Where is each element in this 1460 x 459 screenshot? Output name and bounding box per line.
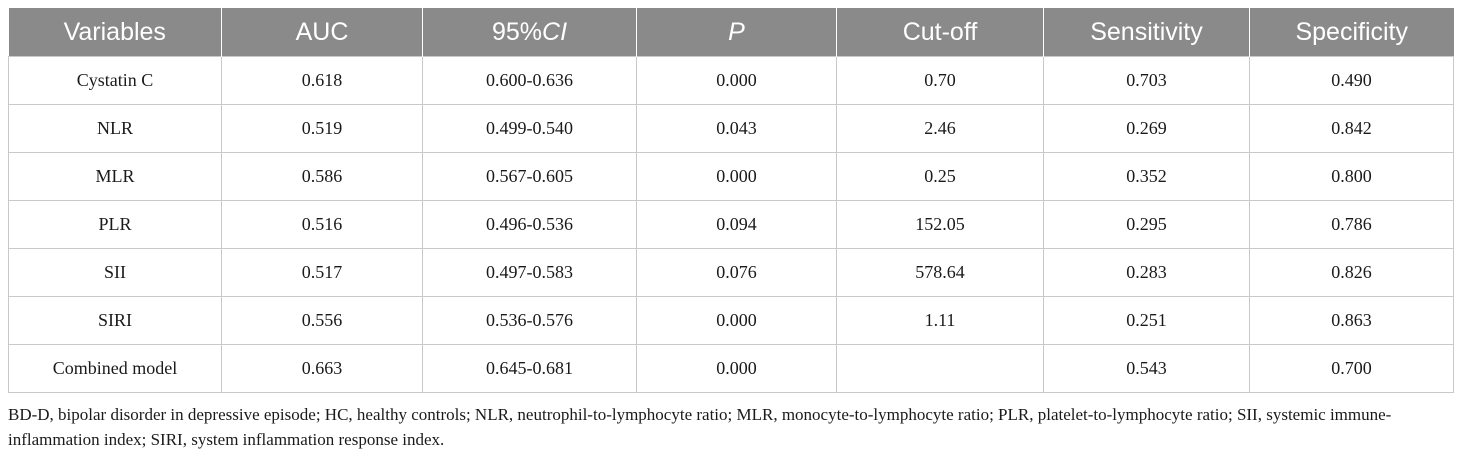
table-row: Combined model 0.663 0.645-0.681 0.000 0.543…: [8, 344, 1454, 393]
header-cutoff: Cut-off: [836, 8, 1044, 57]
cell-specificity: 0.800: [1249, 152, 1454, 201]
cell-specificity: 0.700: [1249, 344, 1454, 393]
table-row: PLR 0.516 0.496-0.536 0.094 152.05 0.295 0.786: [8, 200, 1454, 249]
cell-ci: 0.600-0.636: [422, 56, 637, 105]
cell-auc: 0.618: [221, 56, 423, 105]
cell-p-value: 0.076: [636, 248, 837, 297]
cell-p-value: 0.000: [636, 296, 837, 345]
cell-ci: 0.497-0.583: [422, 248, 637, 297]
table-container: Variables AUC 95%CI P Cut-off Sensitivit…: [8, 8, 1454, 452]
cell-specificity: 0.826: [1249, 248, 1454, 297]
cell-cutoff: 1.11: [836, 296, 1044, 345]
header-p: P: [636, 8, 837, 57]
cell-auc: 0.519: [221, 104, 423, 153]
cell-sensitivity: 0.269: [1043, 104, 1250, 153]
cell-ci: 0.567-0.605: [422, 152, 637, 201]
cell-variable: MLR: [8, 152, 222, 201]
table-row: SIRI 0.556 0.536-0.576 0.000 1.11 0.251 0.863: [8, 296, 1454, 345]
cell-p-value: 0.043: [636, 104, 837, 153]
cell-p-value: 0.000: [636, 344, 837, 393]
cell-sensitivity: 0.283: [1043, 248, 1250, 297]
cell-variable: SIRI: [8, 296, 222, 345]
cell-auc: 0.516: [221, 200, 423, 249]
cell-variable: Cystatin C: [8, 56, 222, 105]
cell-ci: 0.536-0.576: [422, 296, 637, 345]
cell-specificity: 0.842: [1249, 104, 1454, 153]
table-body: Cystatin C 0.618 0.600-0.636 0.000 0.70 0.703…: [8, 56, 1454, 393]
header-sensitivity: Sensitivity: [1043, 8, 1250, 57]
cell-ci: 0.499-0.540: [422, 104, 637, 153]
table-row: SII 0.517 0.497-0.583 0.076 578.64 0.283 0.826: [8, 248, 1454, 297]
cell-sensitivity: 0.543: [1043, 344, 1250, 393]
cell-variable: SII: [8, 248, 222, 297]
header-ci-prefix: 95%: [491, 17, 543, 46]
cell-p-value: 0.094: [636, 200, 837, 249]
header-ci-italic: CI: [542, 17, 568, 46]
cell-specificity: 0.863: [1249, 296, 1454, 345]
cell-variable: NLR: [8, 104, 222, 153]
cell-specificity: 0.490: [1249, 56, 1454, 105]
cell-cutoff: [836, 344, 1044, 393]
cell-variable: Combined model: [8, 344, 222, 393]
cell-cutoff: 0.70: [836, 56, 1044, 105]
cell-auc: 0.663: [221, 344, 423, 393]
cell-auc: 0.517: [221, 248, 423, 297]
table-header: Variables AUC 95%CI P Cut-off Sensitivit…: [8, 8, 1454, 57]
table-row: NLR 0.519 0.499-0.540 0.043 2.46 0.269 0.842: [8, 104, 1454, 153]
cell-sensitivity: 0.295: [1043, 200, 1250, 249]
header-auc: AUC: [221, 8, 423, 57]
header-p-italic: P: [728, 17, 745, 46]
header-specificity: Specificity: [1249, 8, 1454, 57]
cell-cutoff: 578.64: [836, 248, 1044, 297]
cell-cutoff: 152.05: [836, 200, 1044, 249]
cell-sensitivity: 0.703: [1043, 56, 1250, 105]
cell-auc: 0.556: [221, 296, 423, 345]
cell-auc: 0.586: [221, 152, 423, 201]
table-row: MLR 0.586 0.567-0.605 0.000 0.25 0.352 0.800: [8, 152, 1454, 201]
cell-p-value: 0.000: [636, 56, 837, 105]
cell-specificity: 0.786: [1249, 200, 1454, 249]
results-table: Variables AUC 95%CI P Cut-off Sensitivit…: [8, 8, 1454, 393]
cell-cutoff: 2.46: [836, 104, 1044, 153]
cell-ci: 0.645-0.681: [422, 344, 637, 393]
cell-sensitivity: 0.251: [1043, 296, 1250, 345]
cell-p-value: 0.000: [636, 152, 837, 201]
cell-sensitivity: 0.352: [1043, 152, 1250, 201]
table-row: Cystatin C 0.618 0.600-0.636 0.000 0.70 0.703…: [8, 56, 1454, 105]
cell-variable: PLR: [8, 200, 222, 249]
footnote: BD-D, bipolar disorder in depressive epi…: [8, 405, 1392, 449]
cell-ci: 0.496-0.536: [422, 200, 637, 249]
cell-cutoff: 0.25: [836, 152, 1044, 201]
header-variables: Variables: [8, 8, 222, 57]
header-ci: 95%CI: [422, 8, 637, 57]
header-row: Variables AUC 95%CI P Cut-off Sensitivit…: [8, 8, 1454, 57]
